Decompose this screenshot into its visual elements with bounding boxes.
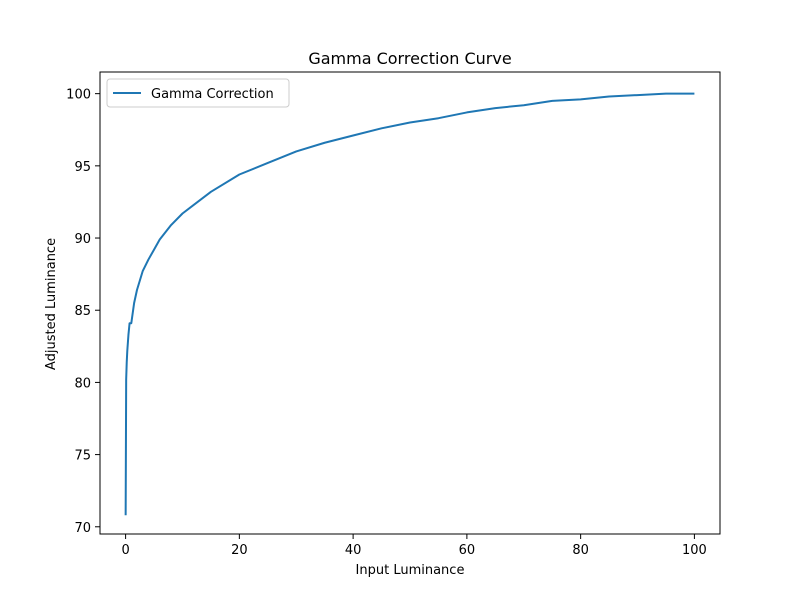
chart-title: Gamma Correction Curve (308, 49, 511, 68)
axes-frame (99, 71, 721, 535)
x-axis-label: Input Luminance (356, 563, 465, 578)
x-tick-label: 20 (231, 543, 248, 558)
x-tick-label: 0 (121, 543, 129, 558)
series-line-0 (124, 92, 695, 516)
y-tick-label: 70 (74, 521, 91, 536)
y-tick-label: 75 (74, 449, 91, 464)
legend: Gamma Correction (106, 78, 290, 108)
x-tick-label: 40 (345, 543, 362, 558)
y-tick-label: 85 (74, 304, 91, 319)
plot-area: 0 20 40 60 80 100 70 75 80 85 90 95 100 (66, 71, 721, 558)
legend-label: Gamma Correction (151, 87, 274, 102)
legend-box (106, 78, 290, 108)
x-tick-label: 100 (682, 543, 707, 558)
y-axis-label: Adjusted Luminance (44, 238, 59, 370)
y-tick-label: 95 (74, 160, 91, 175)
x-tick-label: 60 (459, 543, 476, 558)
y-tick-label: 80 (74, 376, 91, 391)
y-tick-label: 100 (66, 88, 91, 103)
y-tick-label: 90 (74, 232, 91, 247)
x-tick-label: 80 (572, 543, 589, 558)
